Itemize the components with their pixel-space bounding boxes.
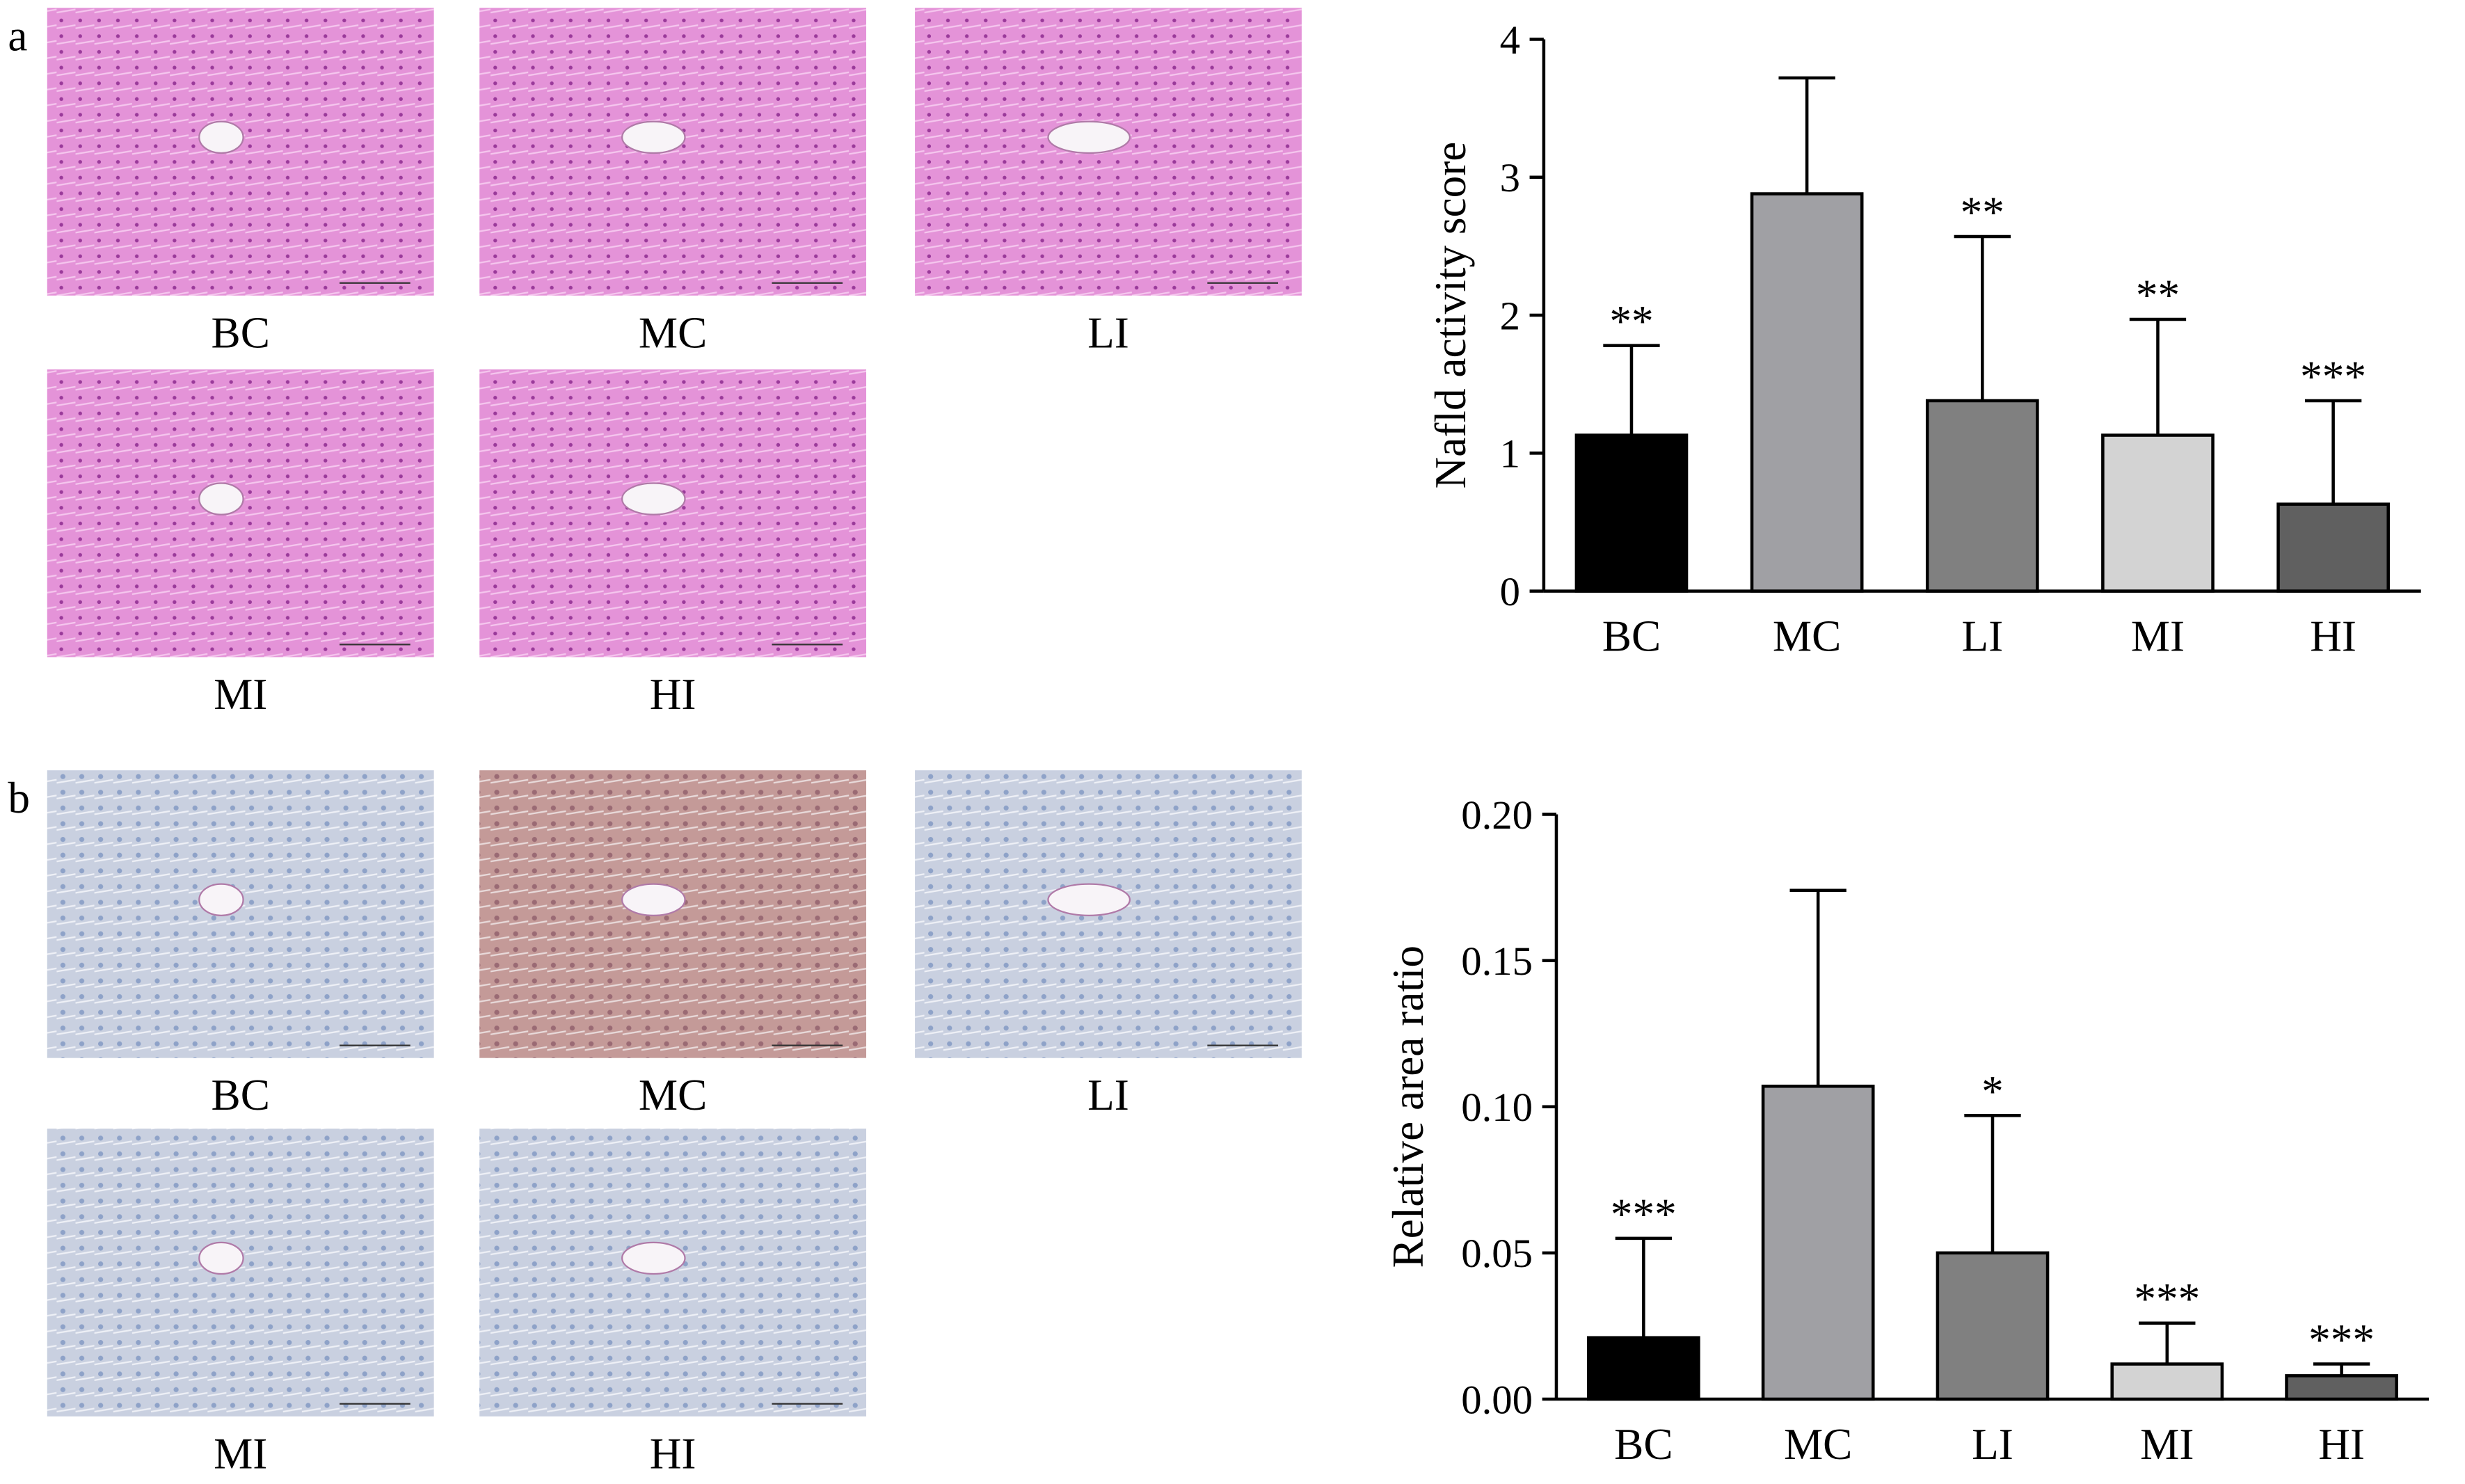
significance: * [1981,1067,2004,1116]
y-tick-label: 0.10 [1461,1085,1533,1130]
x-tick-label: HI [2318,1420,2365,1469]
micrograph [47,770,434,1058]
significance: ** [1961,188,2004,237]
significance: *** [2134,1275,2200,1323]
micrograph [47,369,434,657]
micrograph [479,770,867,1058]
y-tick-label: 0.20 [1461,792,1533,838]
x-tick-label: MI [2131,612,2185,660]
image-caption: HI [650,1429,696,1478]
significance: ** [2136,271,2180,319]
bar [1925,399,2039,593]
y-tick-label: 0 [1500,569,1520,614]
vessel [198,1241,244,1275]
bar [1574,433,1689,593]
significance: *** [2300,352,2366,401]
micrograph [47,8,434,296]
y-tick-label: 3 [1500,155,1520,200]
bar [1587,1336,1700,1401]
panel-label: b [8,774,30,822]
x-tick-label: BC [1614,1420,1673,1469]
vessel [198,120,244,154]
y-tick-label: 1 [1500,431,1520,477]
image-caption: MI [214,670,267,719]
y-tick-label: 0.00 [1461,1377,1533,1422]
bar [2110,1362,2224,1401]
vessel [621,1241,686,1275]
panel-label: a [8,11,27,60]
bar [2285,1374,2398,1401]
x-tick-label: LI [1961,612,2003,660]
image-caption: LI [1087,1071,1129,1119]
x-tick-label: MC [1784,1420,1852,1469]
y-axis-label: Relative area ratio [1384,946,1433,1268]
x-tick-label: BC [1602,612,1661,660]
image-caption: LI [1087,308,1129,357]
bar [2101,433,2215,593]
bar [1750,192,1864,593]
vessel [621,482,686,516]
image-caption: MI [214,1429,267,1478]
vessel [621,883,686,916]
micrograph [479,8,867,296]
y-tick-label: 0.15 [1461,939,1533,984]
micrograph [479,1128,867,1417]
y-tick-label: 2 [1500,293,1520,338]
vessel [1047,120,1131,154]
image-caption: MC [639,308,707,357]
vessel [198,482,244,516]
image-caption: HI [650,670,696,719]
x-tick-label: MC [1773,612,1841,660]
image-caption: BC [212,1071,270,1119]
y-tick-label: 4 [1500,17,1520,63]
bar [1761,1085,1875,1401]
vessel [621,120,686,154]
bar [1936,1251,2050,1401]
micrograph [47,1128,434,1417]
vessel [198,883,244,916]
image-caption: MC [639,1071,707,1119]
bar [2276,502,2390,593]
image-caption: BC [212,308,270,357]
x-tick-label: MI [2140,1420,2194,1469]
significance: *** [1611,1190,1677,1238]
micrograph [479,369,867,657]
significance: ** [1609,297,1653,346]
x-tick-label: LI [1972,1420,2013,1469]
significance: *** [2308,1316,2375,1364]
y-axis-label: Nafld activity score [1426,142,1475,489]
vessel [1047,883,1131,916]
x-tick-label: HI [2310,612,2356,660]
y-tick-label: 0.05 [1461,1231,1533,1276]
